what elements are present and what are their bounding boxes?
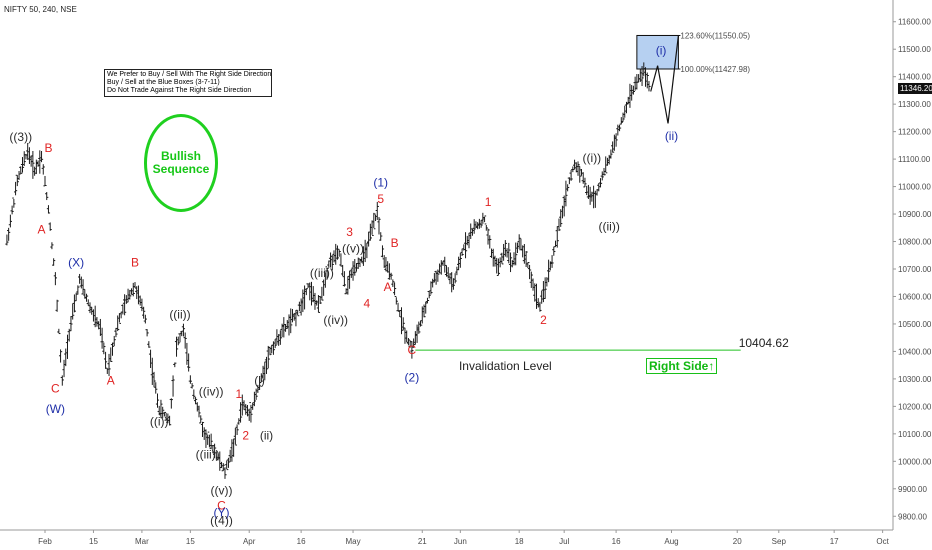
wave-label: A xyxy=(384,280,392,294)
x-tick-label: 18 xyxy=(515,537,524,546)
wave-label: 4 xyxy=(364,296,371,310)
y-tick-label: 11000.00 xyxy=(898,183,931,192)
y-tick-label: 9900.00 xyxy=(898,485,927,494)
x-tick-label: 20 xyxy=(733,537,742,546)
y-tick-label: 11100.00 xyxy=(898,155,931,164)
y-tick-label: 10200.00 xyxy=(898,402,932,411)
trading-notes-box: We Prefer to Buy / Sell With The Right S… xyxy=(104,69,272,97)
y-tick-label: 11400.00 xyxy=(898,73,931,82)
current-price-tag: 11346.20 xyxy=(898,83,932,94)
y-tick-label: 10500.00 xyxy=(898,320,932,329)
wave-label: A xyxy=(107,373,115,387)
wave-label: 1 xyxy=(485,195,492,209)
wave-label: ((iii)) xyxy=(196,448,220,462)
wave-label: ((3)) xyxy=(9,130,32,144)
y-tick-label: 9800.00 xyxy=(898,512,927,521)
wave-label: B xyxy=(131,255,139,269)
y-tick-label: 11500.00 xyxy=(898,45,931,54)
y-tick-label: 10800.00 xyxy=(898,238,932,247)
wave-label: (W) xyxy=(46,402,65,416)
x-tick-label: Sep xyxy=(772,537,787,546)
wave-label: (1) xyxy=(373,176,388,190)
y-tick-label: 11600.00 xyxy=(898,18,931,27)
wave-label: C xyxy=(408,343,417,357)
wave-label: (Y) xyxy=(214,505,230,519)
x-tick-label: Jul xyxy=(559,537,569,546)
wave-label: 3 xyxy=(346,225,353,239)
x-tick-label: Feb xyxy=(38,537,52,546)
wave-label: (ii) xyxy=(665,129,678,143)
x-tick-label: 15 xyxy=(186,537,195,546)
y-tick-label: 10300.00 xyxy=(898,375,932,384)
badge-line-1: Bullish xyxy=(160,149,201,163)
right-side-label: Right Side↑ xyxy=(646,358,718,374)
x-tick-label: 16 xyxy=(612,537,621,546)
wave-label: A xyxy=(38,222,46,236)
x-tick-label: Aug xyxy=(664,537,678,546)
fib-level-label: 100.00%(11427.98) xyxy=(680,65,750,74)
wave-label: (ii) xyxy=(260,428,273,442)
projection-path xyxy=(650,35,679,124)
x-tick-label: May xyxy=(345,537,360,546)
y-tick-label: 10900.00 xyxy=(898,210,932,219)
y-tick-label: 10000.00 xyxy=(898,457,932,466)
wave-label: ((i)) xyxy=(150,415,169,429)
y-tick-label: 10600.00 xyxy=(898,292,932,301)
wave-label: ((v)) xyxy=(342,242,364,256)
invalidation-text: Invalidation Level xyxy=(459,359,552,373)
wave-label: B xyxy=(44,141,52,155)
wave-label: 2 xyxy=(540,313,547,327)
wave-label: ((i)) xyxy=(583,151,602,165)
wave-label: ((ii)) xyxy=(169,307,190,321)
note-line-1: We Prefer to Buy / Sell With The Right S… xyxy=(107,71,272,78)
x-tick-label: Mar xyxy=(135,537,149,546)
wave-label: C xyxy=(217,498,226,512)
note-line-2: Buy / Sell at the Blue Boxes (3-7-11) xyxy=(107,79,220,86)
note-line-3: Do Not Trade Against The Right Side Dire… xyxy=(107,87,252,94)
x-tick-label: 17 xyxy=(830,537,839,546)
wave-label: 2 xyxy=(242,428,249,442)
y-tick-label: 10100.00 xyxy=(898,430,932,439)
wave-label: ((4)) xyxy=(210,514,233,528)
wave-label: ((iv)) xyxy=(199,384,224,398)
y-tick-label: 11300.00 xyxy=(898,100,931,109)
wave-label: (X) xyxy=(68,255,84,269)
x-tick-label: Jun xyxy=(454,537,467,546)
x-tick-label: Oct xyxy=(876,537,889,546)
wave-label: (i) xyxy=(254,373,265,387)
wave-label: ((v)) xyxy=(211,483,233,497)
x-tick-label: Apr xyxy=(243,537,256,546)
wave-label: ((ii)) xyxy=(599,220,620,234)
y-tick-label: 10400.00 xyxy=(898,347,932,356)
wave-label: ((iii)) xyxy=(310,266,334,280)
invalidation-value-label: 10404.62 xyxy=(739,336,789,350)
wave-label: 5 xyxy=(377,192,384,206)
y-tick-label: 11200.00 xyxy=(898,128,931,137)
badge-line-2: Sequence xyxy=(152,162,210,176)
wave-label: C xyxy=(51,382,60,396)
x-tick-label: 16 xyxy=(297,537,306,546)
wave-label: B xyxy=(391,236,399,250)
wave-label: (i) xyxy=(656,44,667,58)
bullish-sequence-badge: Bullish Sequence xyxy=(144,114,218,212)
wave-label: ((iv)) xyxy=(323,313,348,327)
wave-label: (2) xyxy=(405,371,420,385)
x-tick-label: 15 xyxy=(89,537,98,546)
y-tick-label: 10700.00 xyxy=(898,265,932,274)
x-tick-label: 21 xyxy=(418,537,427,546)
wave-label: 1 xyxy=(235,387,242,401)
fib-level-label: 123.60%(11550.05) xyxy=(680,31,750,40)
chart-header-symbol: NIFTY 50, 240, NSE xyxy=(4,5,77,14)
